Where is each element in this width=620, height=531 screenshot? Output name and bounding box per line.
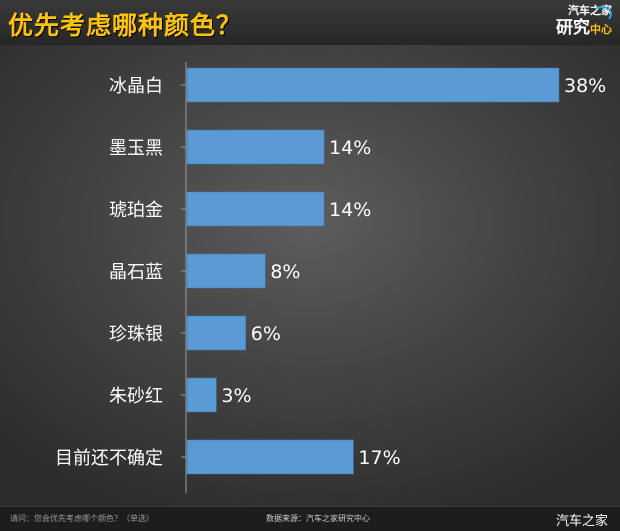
brand-logo: 汽车之家 研究中心: [538, 4, 612, 42]
bar: [186, 253, 266, 289]
page-title: 优先考虑哪种颜色？: [8, 11, 243, 40]
category-label: 目前还不确定: [55, 448, 163, 469]
data-label: 3%: [221, 385, 251, 407]
logo-line2: 研究中心: [538, 17, 612, 41]
category-label: 琥珀金: [109, 200, 163, 221]
watermark: 汽车之家: [555, 514, 608, 529]
data-label: 8%: [270, 261, 300, 283]
category-label: 墨玉黑: [109, 138, 163, 159]
bar: [186, 67, 560, 103]
bar: [186, 439, 354, 475]
data-label: 38%: [564, 75, 606, 97]
category-label: 珍珠银: [109, 324, 163, 345]
category-label: 朱砂红: [109, 386, 163, 407]
bar: [186, 129, 325, 165]
logo-line2-small: 中心: [590, 23, 612, 36]
category-label: 冰晶白: [109, 76, 163, 97]
data-label: 14%: [329, 137, 371, 159]
data-source-note: 数据来源：汽车之家研究中心: [266, 514, 370, 523]
footer: 请问：您会优先考虑哪个颜色？（单选） 数据来源：汽车之家研究中心 汽车之家: [0, 506, 620, 531]
bar-chart: 冰晶白 38% 墨玉黑 14% 琥珀金 14% 晶石蓝 8% 珍珠银 6% 朱砂红 3% 目前还不确定 1…: [55, 62, 606, 493]
category-label: 晶石蓝: [109, 262, 163, 283]
bar: [186, 191, 325, 227]
data-label: 6%: [251, 323, 281, 345]
bar: [186, 377, 217, 413]
title-bar: 优先考虑哪种颜色？ 汽车之家 研究中心: [0, 0, 620, 45]
logo-swoosh-icon: [592, 6, 612, 22]
survey-question-note: 请问：您会优先考虑哪个颜色？（单选）: [10, 514, 154, 523]
bar: [186, 315, 247, 351]
logo-line2-text: 研究: [556, 18, 590, 38]
data-label: 14%: [329, 199, 371, 221]
data-label: 17%: [358, 447, 400, 469]
